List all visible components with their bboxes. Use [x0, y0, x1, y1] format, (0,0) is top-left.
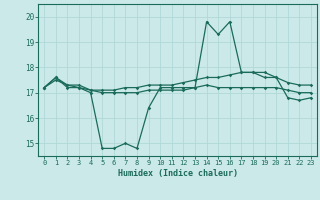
X-axis label: Humidex (Indice chaleur): Humidex (Indice chaleur) [118, 169, 238, 178]
